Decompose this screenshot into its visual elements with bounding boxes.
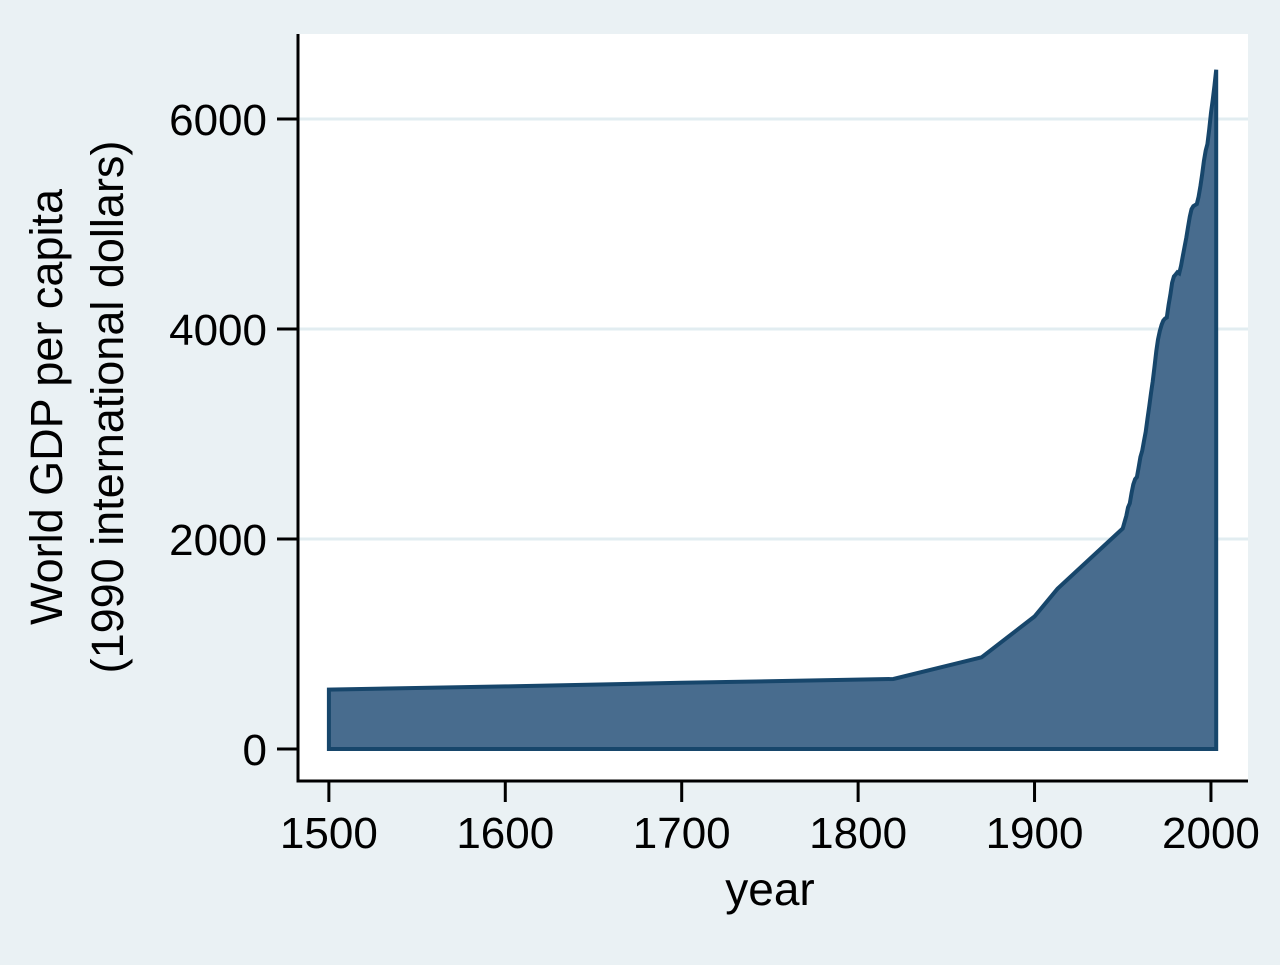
x-tick-label-1600: 1600 — [456, 809, 554, 858]
x-tick-label-1500: 1500 — [280, 809, 378, 858]
y-axis-title-line1: World GDP per capita — [21, 188, 72, 625]
x-tick-label-1900: 1900 — [986, 809, 1084, 858]
y-tick-label-6000: 6000 — [169, 96, 267, 145]
x-tick-label-2000: 2000 — [1162, 809, 1260, 858]
x-axis-ticks: 1500 1600 1700 1800 1900 2000 — [280, 781, 1260, 858]
y-tick-label-4000: 4000 — [169, 306, 267, 355]
y-axis-ticks: 0 2000 4000 6000 — [169, 96, 298, 775]
x-tick-label-1800: 1800 — [809, 809, 907, 858]
y-axis-title-line2: (1990 international dollars) — [82, 141, 133, 674]
x-tick-label-1700: 1700 — [633, 809, 731, 858]
y-tick-label-0: 0 — [243, 726, 267, 775]
world-gdp-area-series — [326, 69, 1219, 751]
gridlines — [298, 117, 1248, 541]
y-tick-label-2000: 2000 — [169, 516, 267, 565]
x-axis-title: year — [725, 863, 814, 915]
